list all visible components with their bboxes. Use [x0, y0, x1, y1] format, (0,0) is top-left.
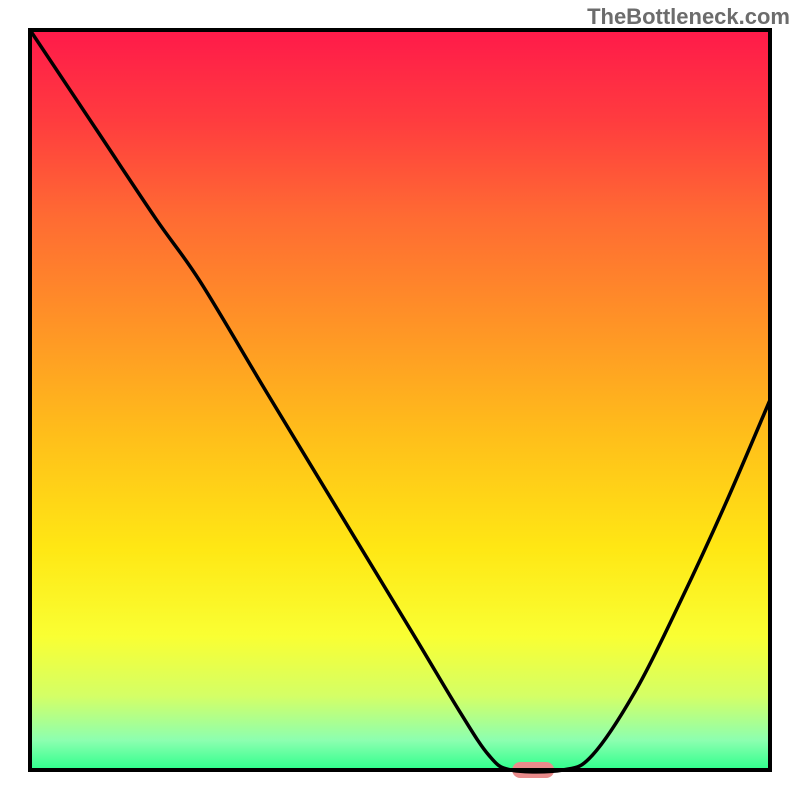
- gradient-background: [30, 30, 770, 770]
- chart-container: { "watermark": { "text": "TheBottleneck.…: [0, 0, 800, 800]
- bottleneck-chart: [0, 0, 800, 800]
- watermark-text: TheBottleneck.com: [587, 4, 790, 30]
